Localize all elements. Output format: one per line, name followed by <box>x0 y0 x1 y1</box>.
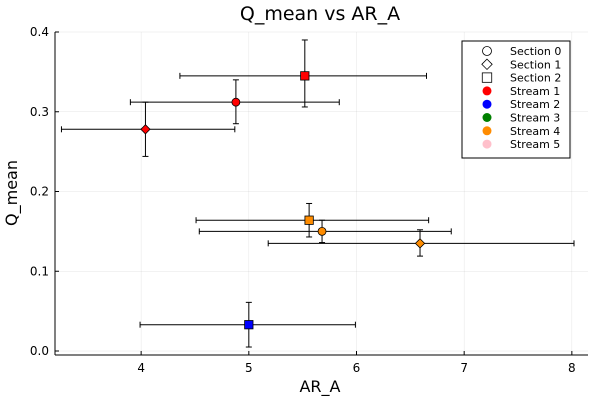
data-point-group <box>60 101 236 157</box>
y-axis-label: Q_mean <box>2 160 22 226</box>
data-points <box>60 39 575 348</box>
legend-label: Section 2 <box>510 72 561 85</box>
legend-label: Stream 4 <box>510 125 560 138</box>
y-tick-label: 0.0 <box>30 344 49 358</box>
legend-label: Stream 1 <box>510 85 560 98</box>
data-point-group <box>267 229 575 257</box>
legend-label: Stream 3 <box>510 112 560 125</box>
data-point <box>304 215 314 225</box>
y-tick-label: 0.4 <box>30 25 49 39</box>
y-axis-ticks: 0.0 0.1 0.2 0.3 0.4 <box>30 25 59 358</box>
data-point <box>244 320 254 330</box>
x-tick-label: 5 <box>245 361 253 375</box>
legend-marker <box>482 126 492 136</box>
y-tick-label: 0.3 <box>30 105 49 119</box>
legend-box <box>461 40 571 159</box>
y-tick-label: 0.2 <box>30 185 49 199</box>
data-point <box>414 238 426 249</box>
legend-marker <box>481 72 493 83</box>
data-point-group <box>179 39 427 108</box>
legend-marker <box>482 139 492 149</box>
data-point-group <box>198 219 452 244</box>
legend-marker <box>482 46 492 56</box>
legend-label: Section 1 <box>510 58 561 71</box>
legend-marker <box>482 99 492 109</box>
data-point <box>317 226 327 236</box>
plot-axes <box>54 32 588 356</box>
x-axis-ticks: 4 5 6 7 8 <box>137 351 576 375</box>
legend-label: Stream 2 <box>510 98 560 111</box>
legend-marker <box>481 58 493 71</box>
legend-label: Section 0 <box>510 45 561 58</box>
data-point-group <box>195 202 430 238</box>
data-point <box>231 97 241 107</box>
data-point <box>140 124 151 135</box>
x-tick-label: 6 <box>353 361 361 375</box>
y-tick-label: 0.1 <box>30 264 49 278</box>
data-point-group <box>139 301 356 348</box>
x-tick-label: 4 <box>137 361 145 375</box>
data-point <box>300 71 310 81</box>
x-tick-label: 8 <box>568 361 576 375</box>
legend-marker <box>482 113 492 122</box>
chart-title: Q_mean vs AR_A <box>240 3 400 25</box>
x-tick-label: 7 <box>460 361 468 375</box>
legend-marker <box>482 86 492 96</box>
x-axis-label: AR_A <box>299 377 340 397</box>
legend-label: Stream 5 <box>510 138 560 151</box>
data-point-group <box>129 79 340 125</box>
